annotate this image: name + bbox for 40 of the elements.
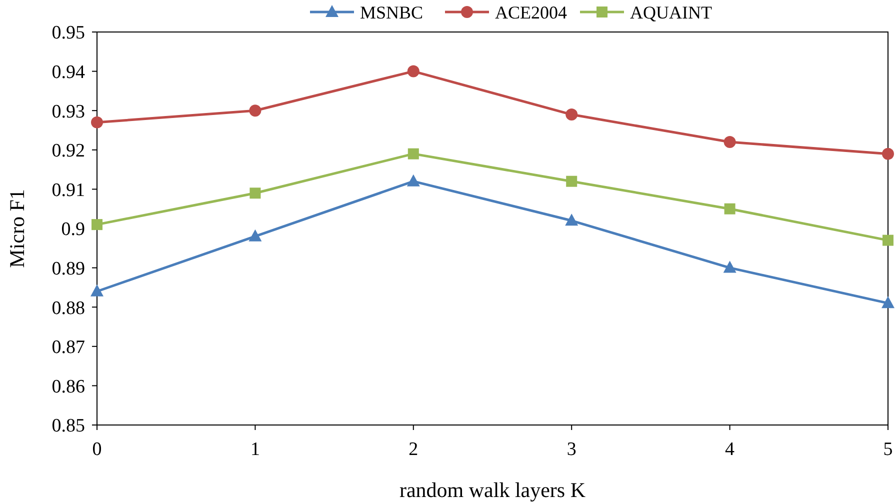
point (91, 116, 103, 128)
y-tick-label: 0.92 (52, 140, 85, 162)
x-tick-label: 0 (92, 439, 102, 460)
x-tick-label: 4 (725, 439, 736, 460)
x-axis-title: random walk layers K (399, 478, 586, 502)
y-tick-label: 0.85 (52, 416, 85, 437)
y-tick-label: 0.91 (52, 180, 85, 201)
point (250, 188, 261, 199)
x-tick-label: 3 (566, 439, 576, 460)
point (724, 136, 736, 148)
point (407, 65, 420, 78)
point (408, 148, 419, 160)
point (566, 108, 578, 121)
point (882, 148, 894, 160)
y-tick-label: 0.93 (52, 101, 85, 122)
point (249, 104, 262, 117)
point (723, 260, 736, 273)
point (406, 174, 420, 186)
point (565, 214, 578, 226)
y-tick-label: 0.88 (52, 298, 85, 319)
legend-label: MSNBC (360, 2, 424, 22)
x-tick-label: 5 (883, 439, 893, 460)
x-tick-label: 2 (408, 439, 418, 460)
legend-label: AQUAINT (630, 2, 712, 22)
point (92, 219, 102, 230)
point (882, 234, 894, 246)
y-tick-label: 0.9 (61, 219, 85, 240)
y-tick-label: 0.87 (52, 337, 85, 358)
point (724, 203, 736, 214)
legend-label: ACE2004 (495, 2, 567, 22)
x-tick-label: 1 (250, 439, 260, 460)
y-tick-label: 0.89 (52, 258, 85, 280)
point (566, 176, 578, 187)
y-tick-label: 0.86 (52, 376, 85, 398)
point (248, 229, 262, 242)
y-axis-title: Micro F1 (5, 189, 29, 268)
y-tick-label: 0.95 (52, 22, 85, 44)
y-tick-label: 0.94 (52, 62, 86, 83)
point (882, 296, 894, 308)
point (90, 284, 104, 296)
